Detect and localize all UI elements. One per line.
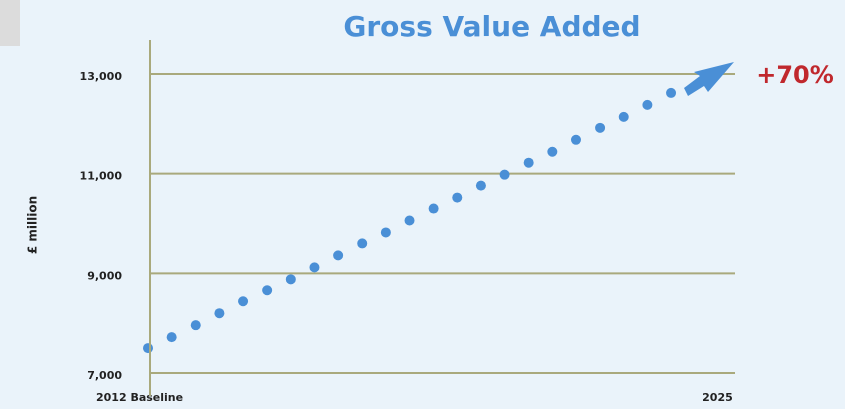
point (666, 87, 677, 98)
corner-block (0, 0, 20, 46)
point (595, 122, 606, 133)
point (238, 296, 249, 307)
y-tick-label: 9,000 (87, 269, 122, 282)
point (523, 157, 534, 168)
point (380, 227, 391, 238)
point (357, 238, 368, 249)
point (452, 192, 463, 203)
point (309, 262, 320, 273)
point (262, 285, 273, 296)
y-tick-label: 11,000 (80, 170, 123, 183)
point (333, 250, 344, 261)
x-tick-label: 2025 (702, 391, 733, 404)
y-tick-label: 7,000 (87, 369, 122, 382)
point (166, 332, 177, 343)
trend-arrow (684, 62, 734, 96)
point (285, 274, 296, 285)
point (428, 203, 439, 214)
point (190, 320, 201, 331)
point (618, 111, 629, 122)
x-tick-label: 2012 Baseline (96, 391, 183, 404)
y-tick-label: 13,000 (80, 70, 123, 83)
point (499, 169, 510, 180)
point (547, 146, 558, 157)
point (570, 134, 581, 145)
point (642, 99, 653, 110)
point (475, 180, 486, 191)
annotation: +70% (756, 61, 834, 89)
point (214, 308, 225, 319)
point (404, 215, 415, 226)
point (143, 343, 153, 354)
chart-title: Gross Value Added (343, 10, 640, 43)
y-axis-label: £ million (26, 196, 40, 254)
